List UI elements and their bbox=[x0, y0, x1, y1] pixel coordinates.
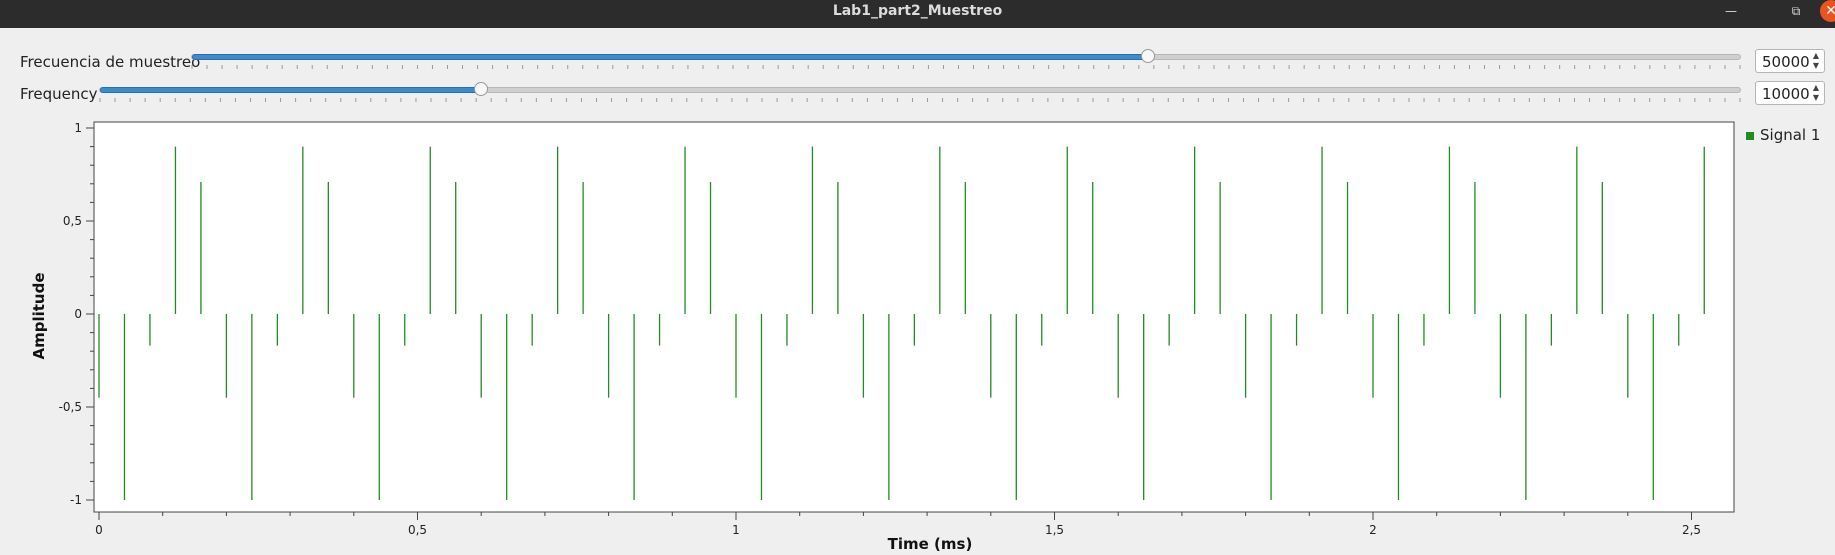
minimize-icon[interactable]: — bbox=[1725, 4, 1737, 18]
spin-arrows-icon[interactable]: ▲ ▼ bbox=[1812, 83, 1820, 102]
maximize-icon[interactable]: ⧉ bbox=[1791, 4, 1801, 18]
time-plot[interactable]: 0 0,5 1 1,5 2 2,5 1 0,5 0 -0,5 -1 Time (ms) Ampli… bbox=[0, 110, 1740, 555]
spin-arrows-icon[interactable]: ▲ ▼ bbox=[1812, 51, 1820, 70]
y-tick-label: 1 bbox=[74, 121, 82, 135]
x-tick-label: 1 bbox=[732, 523, 740, 537]
legend[interactable]: Signal 1 bbox=[1746, 126, 1820, 144]
frequency-slider-handle[interactable] bbox=[473, 82, 488, 96]
close-icon[interactable]: ✕ bbox=[1820, 0, 1835, 22]
sample-rate-slider-fill bbox=[192, 54, 1149, 60]
frequency-slider-fill bbox=[100, 87, 481, 93]
x-tick-label: 2,5 bbox=[1682, 523, 1701, 537]
legend-label: Signal 1 bbox=[1760, 126, 1821, 144]
sample-rate-label: Frecuencia de muestreo bbox=[20, 53, 201, 71]
x-tick-label: 0,5 bbox=[408, 523, 427, 537]
sample-rate-row: Frecuencia de muestreo 50000 ▲ ▼ bbox=[0, 47, 1835, 77]
sample-rate-slider-ticks bbox=[191, 65, 1741, 69]
frequency-slider[interactable] bbox=[99, 82, 1741, 96]
sample-rate-spinbox[interactable]: 50000 ▲ ▼ bbox=[1755, 49, 1825, 73]
title-bar: Lab1_part2_Muestreo — ⧉ ✕ bbox=[0, 0, 1835, 28]
frequency-row: Frequency 10000 ▲ ▼ bbox=[0, 79, 1835, 109]
signal-stems bbox=[98, 146, 1705, 500]
sample-rate-slider-handle[interactable] bbox=[1141, 49, 1156, 63]
y-tick-label: -1 bbox=[70, 493, 82, 507]
y-tick-label: 0,5 bbox=[63, 214, 82, 228]
y-axis-title: Amplitude bbox=[30, 272, 48, 359]
frequency-label: Frequency bbox=[20, 85, 98, 103]
window-title: Lab1_part2_Muestreo bbox=[832, 3, 1003, 19]
frequency-spinbox[interactable]: 10000 ▲ ▼ bbox=[1755, 81, 1825, 105]
x-tick-label: 1,5 bbox=[1045, 523, 1064, 537]
x-tick-label: 0 bbox=[95, 523, 103, 537]
frequency-slider-ticks bbox=[99, 98, 1741, 102]
y-tick-label: -0,5 bbox=[59, 400, 82, 414]
x-tick-label: 2 bbox=[1369, 523, 1377, 537]
frequency-value: 10000 bbox=[1762, 85, 1810, 103]
sample-rate-value: 50000 bbox=[1762, 53, 1810, 71]
y-tick-label: 0 bbox=[74, 307, 82, 321]
y-axis-ticks: 1 0,5 0 -0,5 -1 bbox=[59, 121, 94, 507]
x-axis-title: Time (ms) bbox=[888, 535, 973, 553]
x-axis-ticks: 0 0,5 1 1,5 2 2,5 bbox=[95, 512, 1701, 537]
legend-swatch bbox=[1746, 131, 1754, 140]
sample-rate-slider[interactable] bbox=[191, 49, 1741, 63]
